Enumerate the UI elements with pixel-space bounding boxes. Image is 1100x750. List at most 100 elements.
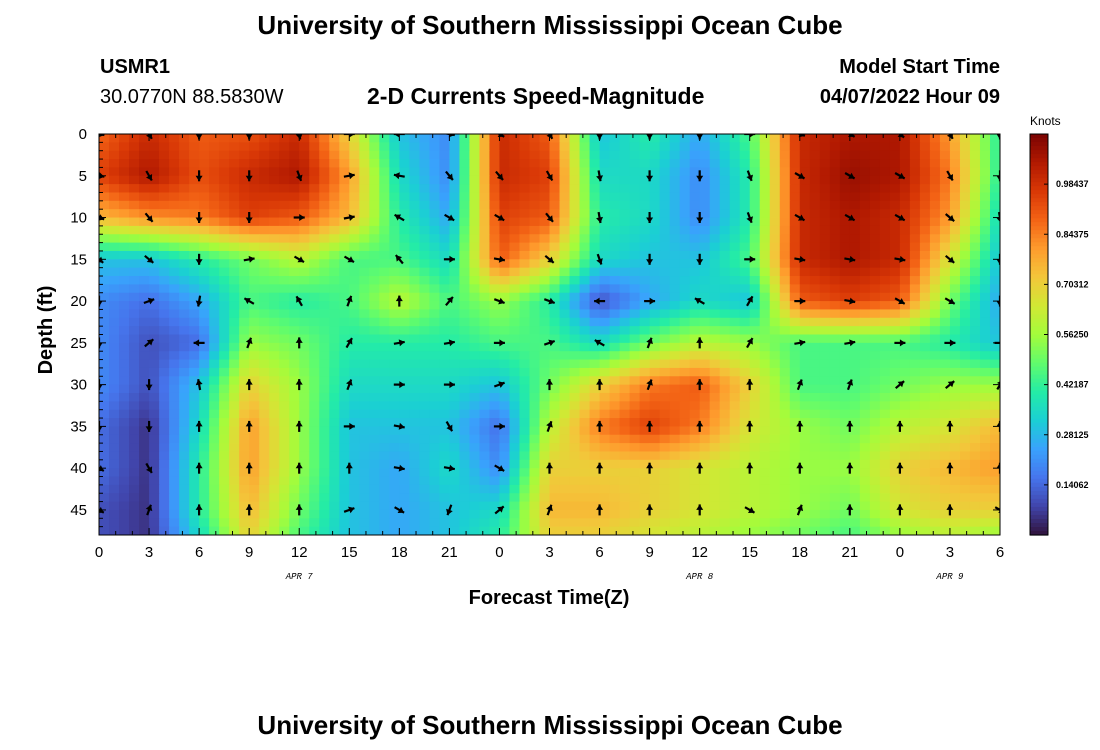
heatmap-cell — [539, 409, 551, 419]
heatmap-cell — [199, 276, 210, 285]
heatmap-cell — [779, 501, 791, 511]
heatmap-cell — [149, 334, 160, 344]
heatmap-cell — [479, 159, 491, 169]
heatmap-cell — [849, 518, 861, 528]
heatmap-cell — [479, 468, 491, 478]
heatmap-cell — [139, 384, 150, 394]
heatmap-cell — [649, 267, 661, 277]
heatmap-cell — [699, 200, 711, 210]
heatmap-cell — [749, 484, 761, 494]
current-arrow — [543, 297, 556, 305]
heatmap-cell — [859, 459, 871, 469]
heatmap-cell — [319, 326, 330, 336]
heatmap-cell — [859, 200, 871, 210]
heatmap-cell — [699, 276, 711, 285]
heatmap-cell — [509, 326, 521, 336]
heatmap-cell — [359, 376, 370, 386]
heatmap-cell — [489, 509, 501, 519]
heatmap-cell — [959, 426, 971, 436]
heatmap-cell — [799, 376, 811, 386]
heatmap-cell — [679, 459, 691, 469]
heatmap-cell — [559, 392, 571, 402]
heatmap-cell — [159, 267, 170, 277]
heatmap-cell — [749, 134, 761, 143]
heatmap-cell — [189, 509, 200, 519]
heatmap-cell — [589, 192, 601, 202]
heatmap-cell — [129, 443, 140, 453]
heatmap-cell — [459, 367, 471, 377]
heatmap-cell — [719, 426, 731, 436]
heatmap-cell — [919, 142, 931, 152]
heatmap-cell — [99, 484, 110, 494]
heatmap-cell — [859, 526, 871, 535]
heatmap-cell — [259, 434, 270, 444]
heatmap-cell — [929, 468, 941, 478]
heatmap-cell — [819, 459, 831, 469]
heatmap-cell — [969, 276, 981, 285]
heatmap-cell — [669, 376, 681, 386]
heatmap-cell — [569, 134, 581, 143]
heatmap-cell — [139, 392, 150, 402]
heatmap-cell — [809, 376, 821, 386]
heatmap-cell — [489, 276, 501, 285]
heatmap-cell — [329, 509, 340, 519]
heatmap-cell — [689, 259, 701, 269]
heatmap-cell — [189, 242, 200, 252]
heatmap-cell — [159, 493, 170, 503]
heatmap-cell — [499, 217, 511, 227]
current-arrow — [99, 134, 105, 138]
heatmap-cell — [709, 468, 721, 478]
heatmap-cell — [859, 301, 871, 311]
heatmap-cell — [659, 250, 671, 260]
heatmap-cell — [769, 484, 781, 494]
heatmap-cell — [809, 443, 821, 453]
heatmap-cell — [199, 301, 210, 311]
heatmap-cell — [789, 317, 801, 327]
heatmap-cell — [699, 351, 711, 361]
heatmap-cell — [289, 292, 300, 302]
current-arrow — [796, 420, 804, 432]
heatmap-cell — [869, 184, 881, 194]
heatmap-cell — [139, 468, 150, 478]
heatmap-cell — [259, 234, 270, 244]
heatmap-cell — [909, 418, 921, 427]
heatmap-cell — [899, 493, 911, 503]
colorbar-tick-label: 0.56250 — [1056, 330, 1089, 340]
heatmap-cell — [649, 200, 661, 210]
axes: 0 3 6 9 12 15 18 21 0 3 6 9 12 15 18 21 0 3 60510152025303… — [70, 126, 1004, 582]
heatmap-cell — [779, 284, 791, 294]
heatmap-cell — [969, 476, 981, 486]
heatmap-cell — [869, 509, 881, 519]
heatmap-cell — [669, 326, 681, 336]
heatmap-cell — [259, 301, 270, 311]
heatmap-cell — [949, 451, 961, 461]
current-arrow — [394, 254, 404, 265]
heatmap-cell — [229, 317, 240, 327]
heatmap-cell — [679, 376, 691, 386]
heatmap-cell — [199, 451, 210, 461]
heatmap-cell — [239, 359, 250, 369]
heatmap-cell — [259, 476, 270, 486]
heatmap-cell — [489, 159, 501, 169]
heatmap-cell — [669, 342, 681, 352]
heatmap-cell — [699, 217, 711, 227]
heatmap-cell — [559, 376, 571, 386]
heatmap-cell — [609, 468, 621, 478]
heatmap-cell — [629, 459, 641, 469]
heatmap-cell — [159, 259, 170, 269]
heatmap-cell — [389, 250, 400, 260]
heatmap-cell — [969, 267, 981, 277]
heatmap-cell — [759, 259, 771, 269]
heatmap-cell — [589, 276, 601, 285]
heatmap-cell — [659, 468, 671, 478]
heatmap-cell — [669, 459, 681, 469]
heatmap-cell — [609, 351, 621, 361]
heatmap-cell — [479, 459, 491, 469]
heatmap-cell — [389, 493, 400, 503]
heatmap-cell — [739, 443, 751, 453]
heatmap-cell — [409, 234, 420, 244]
heatmap-cell — [649, 384, 661, 394]
heatmap-cell — [629, 518, 641, 528]
heatmap-cell — [849, 284, 861, 294]
heatmap-cell — [129, 351, 140, 361]
